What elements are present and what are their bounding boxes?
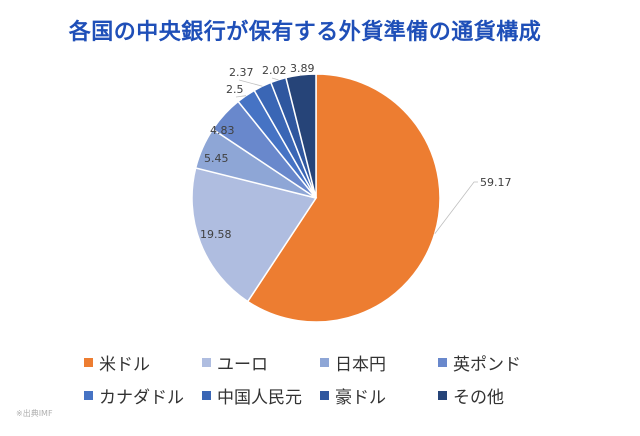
data-label: 3.89 (290, 62, 315, 75)
legend-swatch (84, 358, 93, 367)
source-note: ※出典IMF (16, 409, 53, 418)
leader-line (434, 181, 478, 234)
legend-label: 米ドル (99, 355, 150, 375)
legend-swatch (438, 391, 447, 400)
leader-line (238, 79, 263, 87)
legend-item: その他 (438, 383, 568, 408)
data-label: 2.5 (226, 83, 244, 96)
legend-label: 豪ドル (335, 388, 386, 408)
legend-label: 中国人民元 (217, 388, 302, 408)
data-label: 19.58 (200, 228, 232, 241)
legend-label: ユーロ (217, 355, 268, 375)
legend-label: 英ポンド (453, 355, 521, 375)
legend-item: 日本円 (320, 350, 438, 375)
legend-item: ユーロ (202, 350, 320, 375)
leader-line (271, 77, 279, 81)
legend-item: 中国人民元 (202, 383, 320, 408)
legend-swatch (202, 391, 211, 400)
legend: 米ドル ユーロ 日本円 英ポンドカナダドル 中国人民元 豪ドル その他 (84, 350, 584, 408)
legend-swatch (438, 358, 447, 367)
legend-swatch (320, 391, 329, 400)
data-label: 2.02 (262, 64, 287, 77)
legend-swatch (202, 358, 211, 367)
data-label: 59.17 (480, 176, 512, 189)
legend-item: 豪ドル (320, 383, 438, 408)
legend-label: カナダドル (99, 388, 184, 408)
legend-label: 日本円 (335, 355, 386, 375)
legend-swatch (320, 358, 329, 367)
legend-label: その他 (453, 388, 504, 408)
pie-slice (191, 167, 318, 303)
legend-item: 米ドル (84, 350, 202, 375)
legend-swatch (84, 391, 93, 400)
leader-line (299, 74, 302, 77)
legend-item: カナダドル (84, 383, 202, 408)
data-label: 4.83 (210, 124, 235, 137)
data-label: 5.45 (204, 152, 229, 165)
legend-item: 英ポンド (438, 350, 568, 375)
leader-line (235, 95, 247, 98)
chart-title: 各国の中央銀行が保有する外貨準備の通貨構成 (68, 20, 542, 45)
data-label: 2.37 (229, 66, 254, 79)
